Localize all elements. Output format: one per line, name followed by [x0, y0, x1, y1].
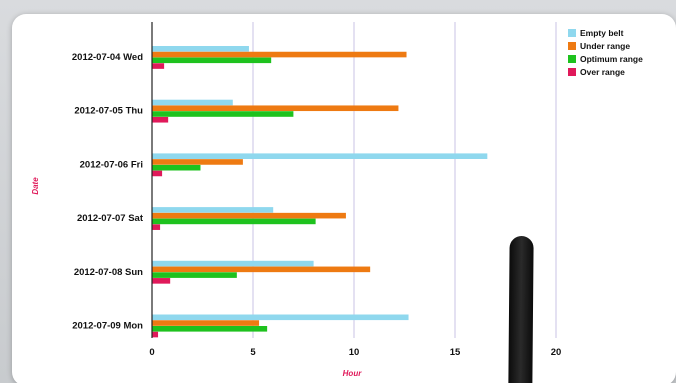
y-tick-label: 2012-07-05 Thu — [74, 106, 143, 117]
bar — [152, 320, 260, 326]
legend-label: Optimum range — [580, 54, 643, 64]
bar — [152, 218, 316, 225]
legend: Empty belt Under range Optimum range Over r… — [568, 28, 643, 77]
bar — [152, 51, 407, 58]
bar — [152, 57, 272, 64]
legend-label: Under range — [580, 41, 630, 51]
bar — [152, 46, 249, 52]
bar — [152, 159, 243, 165]
bar — [152, 164, 201, 171]
legend-swatch — [568, 29, 576, 37]
bar — [152, 105, 399, 112]
chart-card — [12, 14, 676, 383]
x-tick-label: 0 — [149, 347, 154, 358]
bar — [152, 278, 171, 284]
bar — [152, 207, 274, 213]
bar — [152, 212, 346, 219]
bar — [152, 153, 488, 159]
y-tick-label: 2012-07-07 Sat — [77, 213, 144, 224]
bar — [152, 116, 169, 123]
bar — [152, 99, 233, 106]
y-tick-labels: 2012-07-04 Wed 2012-07-05 Thu 2012-07-06 F… — [72, 52, 144, 332]
bar — [152, 266, 371, 273]
legend-swatch — [568, 68, 576, 76]
legend-swatch — [568, 42, 576, 50]
x-tick-label: 20 — [551, 347, 562, 358]
x-axis-title: Hour — [343, 369, 363, 378]
bar — [152, 170, 163, 177]
x-tick-label: 10 — [349, 347, 360, 358]
y-axis-title: Date — [31, 177, 40, 195]
x-tick-label: 5 — [250, 347, 256, 358]
grid-lines — [252, 22, 557, 338]
bar — [152, 111, 294, 117]
bar — [152, 331, 159, 338]
x-tick-labels: 0 5 10 15 20 — [149, 347, 561, 358]
legend-label: Empty belt — [580, 28, 624, 38]
bar — [152, 314, 409, 321]
bar — [152, 260, 314, 267]
x-tick-label: 15 — [450, 347, 461, 358]
legend-swatch — [568, 55, 576, 63]
bars — [152, 46, 488, 338]
y-tick-label: 2012-07-08 Sun — [74, 267, 143, 278]
bar — [152, 326, 268, 332]
bar — [152, 63, 165, 69]
y-tick-label: 2012-07-04 Wed — [72, 52, 143, 63]
y-tick-label: 2012-07-09 Mon — [72, 321, 143, 332]
bar — [152, 224, 161, 230]
pen-obstruction — [508, 235, 534, 383]
bar — [152, 272, 237, 278]
legend-label: Over range — [580, 67, 625, 77]
y-tick-label: 2012-07-06 Fri — [80, 159, 143, 170]
